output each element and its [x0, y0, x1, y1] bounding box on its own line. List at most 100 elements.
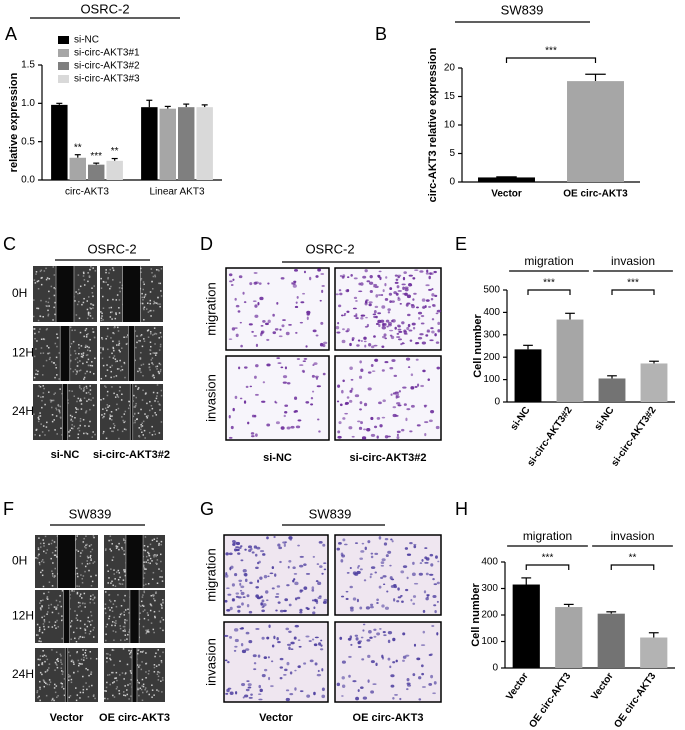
cell	[157, 296, 159, 299]
cell	[158, 432, 161, 434]
cell	[79, 285, 82, 288]
panel-label: D	[200, 234, 213, 254]
cell	[394, 326, 397, 330]
cell	[83, 376, 86, 379]
cell	[42, 655, 44, 658]
cell	[313, 643, 318, 647]
row-label: 24H	[12, 404, 34, 418]
bar	[141, 107, 158, 180]
cell	[54, 683, 56, 686]
cell	[37, 634, 39, 636]
cell	[79, 635, 82, 638]
cell	[255, 586, 259, 589]
cell	[317, 268, 322, 272]
legend-swatch	[58, 49, 69, 57]
cell	[43, 592, 45, 595]
cell	[76, 575, 79, 578]
cell	[146, 612, 149, 614]
cell	[119, 386, 121, 388]
cell	[135, 385, 137, 387]
cell	[402, 565, 408, 569]
cell	[243, 301, 247, 304]
cell	[374, 305, 379, 309]
cell	[38, 553, 40, 556]
cell	[50, 285, 53, 288]
cell	[138, 618, 141, 620]
cell	[339, 403, 343, 407]
cell	[90, 307, 92, 310]
cell	[314, 375, 319, 378]
cell	[112, 694, 114, 697]
cell	[100, 352, 102, 354]
cell	[77, 288, 80, 291]
cell	[156, 582, 159, 584]
cell	[33, 355, 36, 358]
cell	[292, 284, 297, 288]
y-tick-label: 0	[449, 177, 455, 188]
cell	[153, 610, 156, 613]
cell	[258, 560, 261, 564]
cell	[367, 654, 371, 658]
cell	[103, 413, 106, 415]
cell	[79, 691, 82, 694]
cell	[152, 594, 154, 596]
cell	[402, 276, 406, 281]
cell	[141, 296, 143, 299]
cell	[308, 276, 312, 281]
cell	[78, 664, 80, 667]
cell	[162, 619, 165, 621]
cell	[85, 657, 88, 660]
cell	[377, 275, 381, 278]
cell	[285, 627, 290, 631]
cell	[121, 548, 124, 550]
cell	[35, 557, 37, 559]
cell	[80, 574, 82, 576]
cell	[91, 684, 93, 687]
y-tick-label: 300	[481, 583, 498, 594]
cell	[239, 582, 242, 586]
cell	[274, 328, 279, 331]
cell	[408, 329, 413, 332]
cell	[71, 590, 73, 592]
cell	[148, 554, 151, 557]
cell	[72, 370, 75, 373]
cell	[109, 415, 112, 417]
cell	[106, 369, 109, 371]
cell	[109, 659, 112, 661]
cell	[145, 415, 148, 418]
cell	[121, 430, 124, 433]
cell	[351, 435, 355, 438]
cell	[40, 640, 42, 643]
cell	[111, 649, 114, 651]
cell	[391, 300, 395, 303]
cell	[360, 686, 364, 689]
cell	[261, 609, 265, 613]
legend-label: si-circ-AKT3#3	[74, 74, 140, 85]
cell	[400, 594, 403, 597]
cell	[412, 602, 416, 605]
cell	[139, 279, 142, 281]
cell	[363, 402, 368, 407]
cell	[105, 548, 107, 550]
cell	[39, 412, 41, 414]
bar	[88, 164, 105, 180]
cell	[111, 386, 113, 388]
cell	[123, 539, 125, 541]
cell	[266, 636, 270, 640]
cell	[396, 430, 401, 434]
cell	[48, 358, 51, 361]
cell	[71, 390, 73, 392]
cell	[40, 338, 43, 340]
cell	[137, 387, 140, 389]
cell	[69, 414, 72, 417]
cell	[350, 608, 354, 612]
cell	[342, 274, 346, 278]
cell	[147, 630, 149, 633]
cell	[344, 401, 349, 405]
cell	[151, 362, 153, 364]
cell	[294, 687, 297, 691]
cell	[151, 689, 154, 691]
cell	[105, 625, 107, 628]
cell	[359, 568, 363, 571]
cell	[110, 419, 113, 421]
